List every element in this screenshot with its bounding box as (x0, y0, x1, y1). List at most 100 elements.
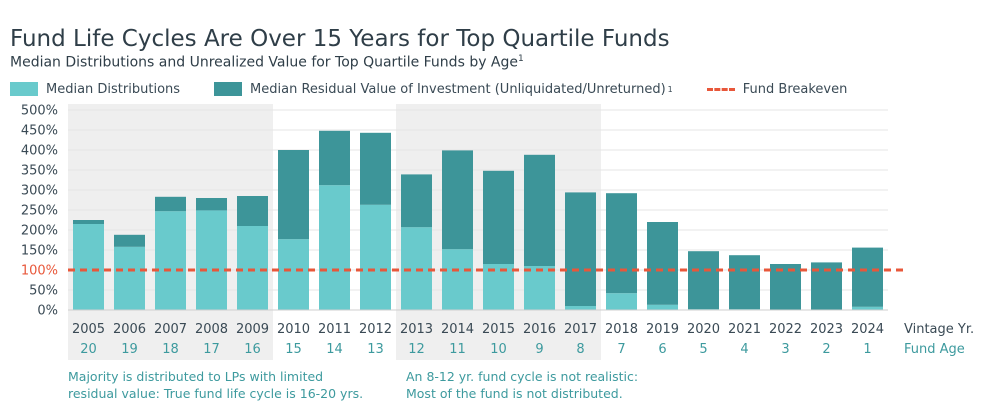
bar-residual (278, 150, 309, 240)
x-tick-label-fund-age: 6 (658, 342, 666, 357)
bar-residual (401, 174, 432, 228)
bar-distributions (852, 306, 883, 310)
bar-distributions (483, 264, 514, 310)
x-tick-label-year: 2010 (277, 322, 310, 337)
x-tick-label-year: 2017 (564, 322, 597, 337)
bar-distributions (73, 224, 104, 310)
bar-residual (360, 132, 391, 205)
x-tick-label-fund-age: 10 (490, 342, 507, 357)
x-tick-label-fund-age: 20 (80, 342, 97, 357)
y-tick-label: 300% (21, 184, 58, 199)
x-tick-label-year: 2018 (605, 322, 638, 337)
subtitle-footnote: 1 (518, 54, 524, 64)
bar-distributions (360, 204, 391, 310)
bar-distributions (237, 226, 268, 310)
x-tick-label-year: 2008 (195, 322, 228, 337)
y-tick-label: 100% (21, 264, 58, 279)
bar-residual (155, 196, 186, 212)
y-tick-label: 250% (21, 204, 58, 219)
x-tick-label-fund-age: 13 (367, 342, 384, 357)
bar-residual (319, 130, 350, 186)
bar-distributions (196, 210, 227, 310)
bar-residual (647, 222, 678, 305)
x-tick-label-fund-age: 1 (863, 342, 871, 357)
legend-label-breakeven: Fund Breakeven (742, 81, 848, 97)
bar-residual (114, 234, 145, 247)
x-tick-label-year: 2012 (359, 322, 392, 337)
bar-residual (852, 247, 883, 307)
x-tick-label-year: 2006 (113, 322, 146, 337)
bar-distributions (442, 249, 473, 310)
bar-distributions (565, 306, 596, 310)
bar-residual (237, 196, 268, 226)
x-row-label-fund-age: Fund Age (904, 342, 965, 357)
legend-item-distributions: Median Distributions (10, 82, 180, 97)
bar-distributions (319, 185, 350, 310)
legend-swatch-breakeven (706, 87, 735, 91)
x-tick-label-fund-age: 18 (162, 342, 179, 357)
bar-distributions (606, 293, 637, 310)
y-tick-label: 150% (21, 244, 58, 259)
bar-residual (524, 154, 555, 266)
y-tick-label: 500% (21, 104, 58, 119)
bar-residual (770, 264, 801, 310)
y-tick-label: 400% (21, 144, 58, 159)
bar-distributions (155, 211, 186, 310)
legend-label-distributions: Median Distributions (46, 81, 181, 97)
x-tick-label-year: 2007 (154, 322, 187, 337)
bar-residual (565, 192, 596, 306)
legend-residual-footnote: 1 (667, 84, 673, 94)
x-tick-label-fund-age: 9 (535, 342, 543, 357)
legend-item-breakeven: Fund Breakeven (706, 81, 848, 97)
legend-label-residual: Median Residual Value of Investment (Unl… (250, 81, 666, 97)
chart-title: Fund Life Cycles Are Over 15 Years for T… (10, 26, 670, 52)
y-tick-label: 350% (21, 164, 58, 179)
y-tick-label: 450% (21, 124, 58, 139)
x-row-label-vintage: Vintage Yr. (904, 322, 974, 337)
x-tick-label-year: 2022 (769, 322, 802, 337)
x-tick-label-fund-age: 15 (285, 342, 302, 357)
legend-swatch-distributions (10, 82, 38, 96)
x-tick-label-fund-age: 12 (408, 342, 425, 357)
x-tick-label-year: 2015 (482, 322, 515, 337)
bar-distributions (114, 246, 145, 310)
bar-residual (729, 255, 760, 310)
x-tick-label-year: 2019 (646, 322, 679, 337)
note-left: Majority is distributed to LPs with limi… (68, 368, 363, 402)
x-tick-label-year: 2014 (441, 322, 474, 337)
y-tick-label: 0% (37, 304, 58, 319)
y-tick-label: 50% (29, 284, 58, 299)
chart-subtitle: Median Distributions and Unrealized Valu… (10, 54, 524, 71)
note-right-line1: An 8-12 yr. fund cycle is not realistic: (406, 369, 639, 384)
x-tick-label-year: 2021 (728, 322, 761, 337)
bar-residual (73, 220, 104, 224)
x-tick-label-year: 2020 (687, 322, 720, 337)
note-left-line1: Majority is distributed to LPs with limi… (68, 369, 324, 384)
note-right-line2: Most of the fund is not distributed. (406, 386, 623, 401)
bar-residual (606, 193, 637, 294)
y-tick-label: 200% (21, 224, 58, 239)
x-tick-label-year: 2013 (400, 322, 433, 337)
x-tick-label-fund-age: 5 (699, 342, 707, 357)
legend-item-residual: Median Residual Value of Investment (Unl… (214, 82, 673, 97)
x-tick-label-fund-age: 14 (326, 342, 343, 357)
x-tick-label-year: 2016 (523, 322, 556, 337)
bar-distributions (524, 266, 555, 310)
bar-residual (442, 150, 473, 250)
x-tick-label-fund-age: 11 (449, 342, 466, 357)
note-left-line2: residual value: True fund life cycle is … (68, 386, 364, 401)
bar-residual (483, 170, 514, 264)
x-tick-label-year: 2005 (72, 322, 105, 337)
x-tick-label-fund-age: 19 (121, 342, 138, 357)
bar-distributions (647, 304, 678, 310)
x-tick-label-fund-age: 7 (617, 342, 625, 357)
x-tick-label-year: 2011 (318, 322, 351, 337)
x-tick-label-fund-age: 3 (781, 342, 789, 357)
bar-residual (196, 198, 227, 211)
legend-swatch-residual (214, 82, 243, 96)
x-tick-label-fund-age: 8 (576, 342, 584, 357)
bar-distributions (278, 239, 309, 310)
x-tick-label-year: 2009 (236, 322, 269, 337)
subtitle-text: Median Distributions and Unrealized Valu… (10, 54, 519, 71)
